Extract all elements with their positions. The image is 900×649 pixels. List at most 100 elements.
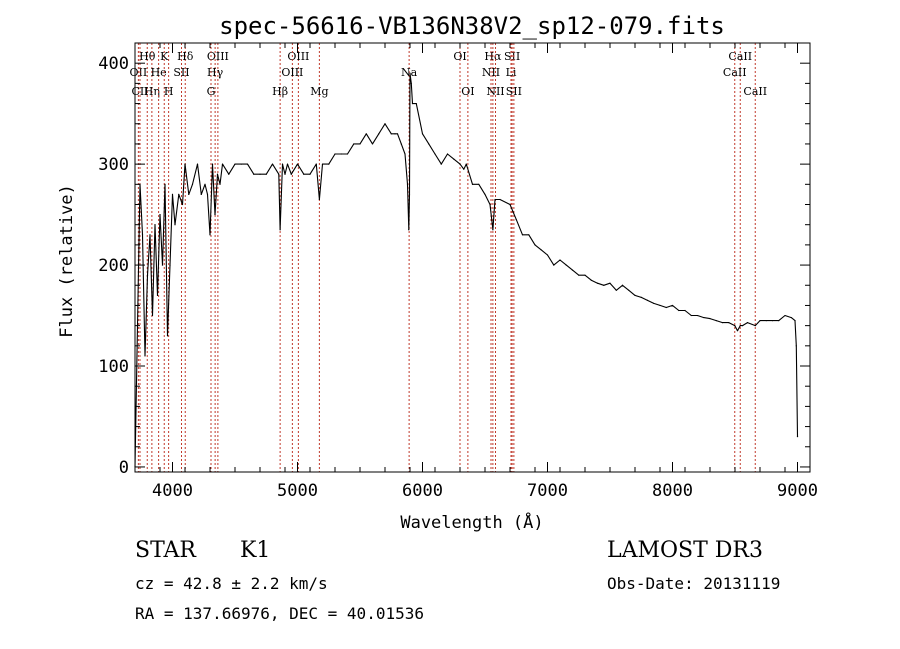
line-label-22: SII [504,50,520,63]
data-point [200,193,202,196]
line-label-10: Hγ [207,66,224,79]
data-point [204,183,206,185]
data-point [796,436,799,438]
line-label-16: Na [401,66,418,79]
data-point [144,355,146,357]
data-point [378,133,380,135]
data-point [665,306,667,309]
data-point [196,163,199,165]
data-point [166,335,169,337]
data-point [141,234,144,236]
data-point [754,325,756,327]
y-tick-label-1: 100 [98,357,129,377]
series-layer [134,72,799,468]
data-point [703,316,705,319]
data-point [171,193,174,196]
line-label-18: OI [461,85,474,98]
line-label-27: CaII [743,85,767,98]
data-point [406,183,409,185]
data-point [184,163,186,165]
data-point [484,193,486,196]
data-point [428,143,430,145]
data-point [161,264,164,266]
line-label-23: Li [506,66,517,79]
data-point [739,325,741,327]
data-point [211,163,214,165]
data-point [149,234,151,236]
line-label-6: SII [173,66,189,79]
data-point [628,289,630,291]
line-label-2: CII [131,85,148,98]
data-point [709,317,711,320]
data-point [521,234,524,236]
data-point [489,203,491,206]
data-point [690,314,692,317]
data-point [178,193,180,196]
data-point [371,143,374,145]
data-point [446,153,449,155]
x-tick-label-5: 9000 [777,481,818,501]
data-point [553,264,555,266]
data-point [459,163,461,165]
data-point [659,304,661,307]
data-point [615,289,617,291]
data-point [534,244,536,246]
line-label-7: H [164,85,174,98]
data-point [253,173,255,175]
data-point [440,163,442,165]
data-point [290,173,292,175]
data-point [734,325,736,327]
line-label-14: Hβ [272,85,288,98]
data-point [191,183,194,185]
data-point [214,214,216,216]
data-point [240,163,242,165]
x-tick-label-1: 5000 [277,481,318,501]
data-point [206,193,209,196]
x-tick-label-4: 8000 [652,481,693,501]
data-point [159,214,161,216]
data-point [741,325,744,327]
chart-title: spec-56616-VB136N38V2_sp12-079.fits [219,12,725,40]
data-point [646,299,649,301]
data-point [715,319,717,322]
plot-frame [134,42,811,473]
series-spectrum [134,72,799,468]
line-label-3: Hη [144,85,160,98]
data-point [411,102,414,105]
data-point [565,264,567,266]
data-point [151,314,154,317]
data-point [465,163,467,165]
data-point [509,203,511,206]
survey-name: LAMOST DR3 [607,538,763,563]
data-point [296,163,299,165]
data-point [410,82,412,84]
line-label-17: OI [453,50,466,63]
data-point [415,102,417,105]
x-tick-label-0: 4000 [152,481,193,501]
data-point [778,319,780,322]
data-point [784,314,786,317]
data-point [559,259,561,261]
data-point [396,133,399,135]
data-point [146,274,149,276]
data-point [528,234,530,236]
data-point [453,158,455,160]
data-point [408,193,411,196]
data-point [390,133,392,135]
data-point [216,173,219,175]
data-point [246,163,249,165]
line-label-8: Hδ [177,50,194,63]
data-point [696,314,699,317]
data-point [546,254,549,256]
data-point [409,72,411,74]
data-point [346,153,349,155]
data-point [234,163,236,165]
line-label-11: G [207,85,216,98]
line-label-0: Hθ [139,50,156,63]
data-point [596,282,599,284]
data-point [540,249,542,251]
y-tick-label-3: 300 [98,155,129,175]
data-point [515,219,517,221]
redshift: cz = 42.8 ± 2.2 km/s [135,574,328,593]
